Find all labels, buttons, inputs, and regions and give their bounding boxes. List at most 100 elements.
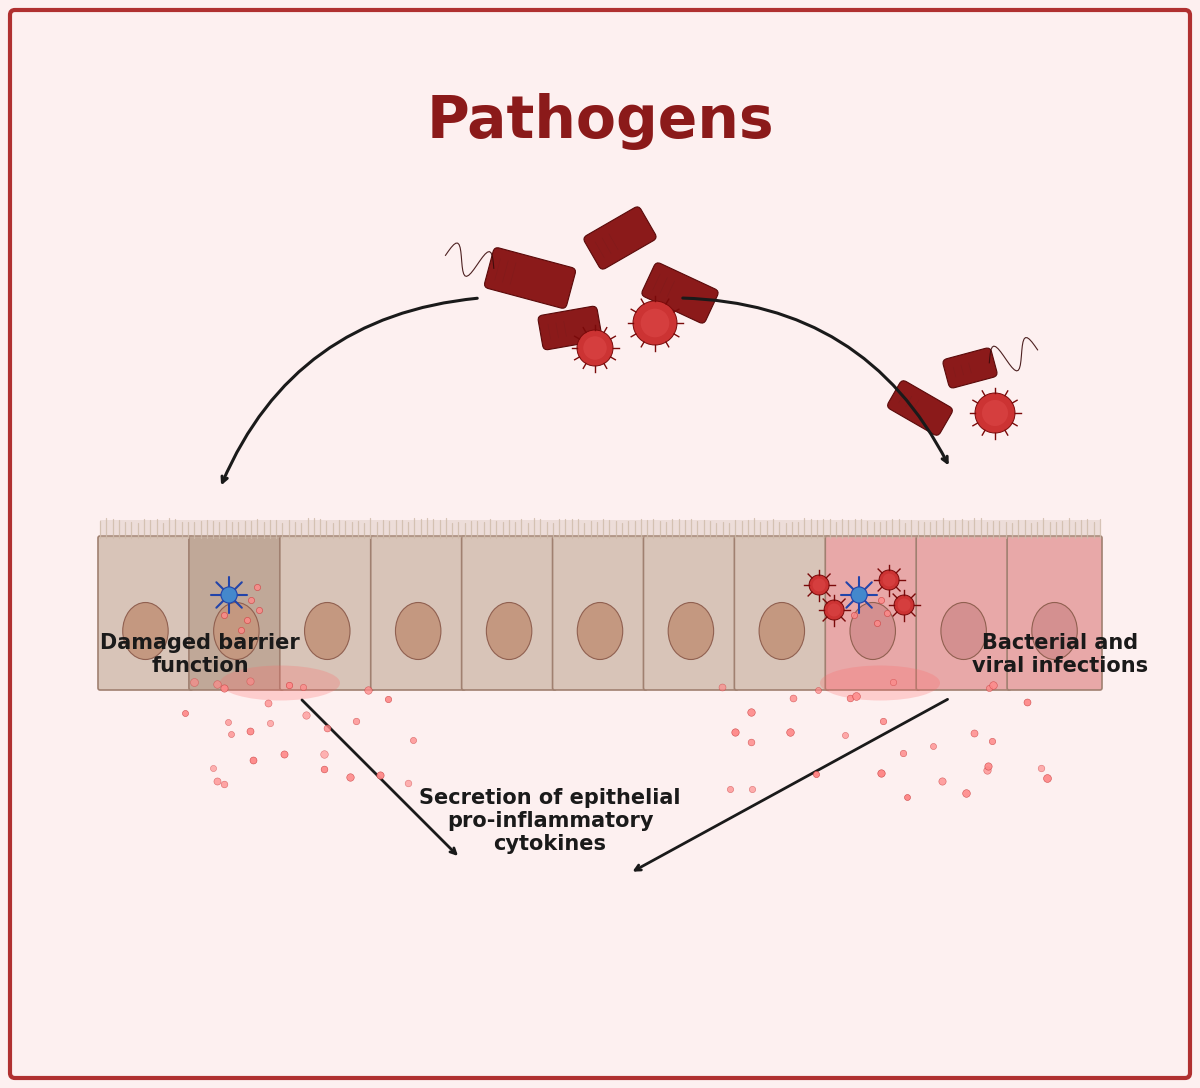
Point (984, 677, 1003, 694)
Bar (100, 520, 1100, 537)
Point (977, 762, 996, 779)
Text: Pathogens: Pathogens (426, 92, 774, 150)
Point (370, 766, 389, 783)
Point (871, 764, 890, 781)
Circle shape (577, 330, 613, 366)
Point (208, 772, 227, 790)
Point (403, 731, 422, 749)
Point (721, 780, 740, 798)
Point (883, 673, 902, 691)
Point (979, 757, 998, 775)
Ellipse shape (396, 603, 440, 659)
FancyBboxPatch shape (280, 536, 374, 690)
Point (314, 761, 334, 778)
Circle shape (828, 604, 840, 617)
FancyBboxPatch shape (584, 207, 656, 269)
Point (218, 714, 238, 731)
Ellipse shape (122, 603, 168, 659)
Point (713, 678, 732, 695)
Point (784, 689, 803, 706)
FancyBboxPatch shape (888, 381, 953, 435)
Ellipse shape (577, 603, 623, 659)
Circle shape (882, 573, 895, 586)
Circle shape (851, 586, 868, 603)
Point (378, 691, 397, 708)
Point (208, 675, 227, 692)
Point (359, 681, 378, 698)
Point (877, 604, 896, 621)
Point (274, 745, 293, 763)
Point (932, 772, 952, 790)
Ellipse shape (214, 603, 259, 659)
Circle shape (641, 309, 670, 337)
Point (185, 673, 204, 691)
Circle shape (982, 400, 1008, 426)
Point (215, 606, 234, 623)
Point (743, 780, 762, 798)
Text: Secretion of epithelial
pro-inflammatory
cytokines: Secretion of epithelial pro-inflammatory… (419, 788, 680, 854)
Point (965, 725, 984, 742)
Point (742, 733, 761, 751)
Circle shape (894, 595, 914, 615)
FancyBboxPatch shape (462, 536, 557, 690)
FancyBboxPatch shape (552, 536, 648, 690)
Point (260, 714, 280, 731)
Point (175, 704, 194, 721)
FancyBboxPatch shape (538, 307, 602, 349)
Point (258, 694, 277, 712)
Point (835, 727, 854, 744)
Point (215, 679, 234, 696)
Point (868, 615, 887, 632)
Point (346, 713, 365, 730)
Point (923, 738, 942, 755)
Point (241, 591, 260, 608)
Ellipse shape (760, 603, 804, 659)
Point (1016, 693, 1036, 710)
Point (809, 681, 828, 698)
Circle shape (898, 598, 911, 611)
Point (296, 706, 316, 724)
Text: Damaged barrier
function: Damaged barrier function (100, 633, 300, 677)
Point (979, 679, 998, 696)
Circle shape (812, 579, 826, 592)
Point (1032, 759, 1051, 777)
Point (214, 776, 233, 793)
Circle shape (221, 586, 238, 603)
Circle shape (880, 570, 899, 590)
Point (726, 724, 745, 741)
Point (845, 606, 864, 623)
Point (317, 719, 336, 737)
Circle shape (634, 301, 677, 345)
FancyBboxPatch shape (826, 536, 920, 690)
FancyBboxPatch shape (371, 536, 466, 690)
Ellipse shape (820, 666, 940, 701)
Ellipse shape (941, 603, 986, 659)
Circle shape (809, 574, 829, 595)
Point (780, 724, 799, 741)
FancyBboxPatch shape (734, 536, 829, 690)
Point (983, 732, 1002, 750)
FancyBboxPatch shape (10, 10, 1190, 1078)
FancyBboxPatch shape (188, 536, 284, 690)
Point (341, 768, 360, 786)
Point (232, 621, 251, 639)
Point (250, 602, 269, 619)
Circle shape (824, 599, 844, 620)
Ellipse shape (220, 666, 340, 701)
FancyBboxPatch shape (485, 248, 576, 308)
FancyBboxPatch shape (642, 263, 718, 323)
Ellipse shape (850, 603, 895, 659)
Point (846, 688, 865, 705)
Point (240, 722, 259, 740)
Point (871, 591, 890, 608)
Point (314, 745, 334, 763)
FancyBboxPatch shape (916, 536, 1012, 690)
Point (240, 672, 259, 690)
Point (221, 725, 240, 742)
Ellipse shape (1032, 603, 1078, 659)
Ellipse shape (668, 603, 714, 659)
Point (874, 713, 893, 730)
Point (247, 579, 266, 596)
Point (244, 751, 263, 768)
FancyBboxPatch shape (943, 348, 997, 388)
